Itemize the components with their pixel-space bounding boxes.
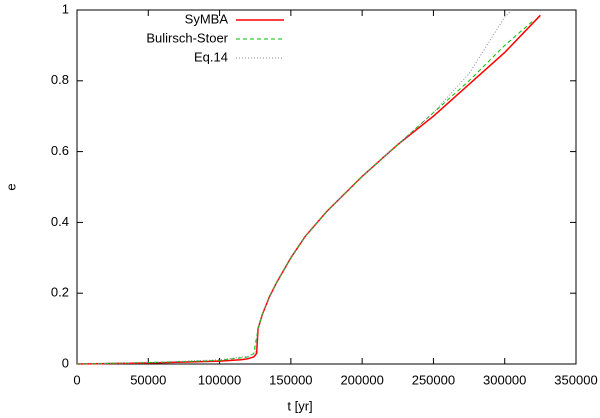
legend-label: Bulirsch-Stoer (146, 30, 228, 45)
legend-label: SyMBA (185, 11, 229, 26)
y-tick-label: 0.4 (51, 214, 69, 229)
y-tick-label: 1 (62, 1, 69, 16)
x-axis-label: t [yr] (287, 398, 312, 413)
x-tick-label: 100000 (198, 372, 241, 387)
x-tick-label: 250000 (412, 372, 455, 387)
x-tick-label: 50000 (130, 372, 166, 387)
x-tick-label: 350000 (554, 372, 597, 387)
x-tick-label: 200000 (340, 372, 383, 387)
x-tick-label: 150000 (269, 372, 312, 387)
y-axis-label: e (3, 183, 18, 190)
series-line (76, 20, 534, 365)
x-tick-label: 300000 (483, 372, 526, 387)
y-tick-label: 0.8 (51, 72, 69, 87)
legend-label: Eq.14 (194, 49, 228, 64)
plot-frame (76, 9, 577, 365)
y-tick-label: 0.2 (51, 285, 69, 300)
x-tick-label: 0 (73, 372, 80, 387)
y-tick-label: 0.6 (51, 143, 69, 158)
y-tick-label: 0 (62, 355, 69, 370)
series-line (76, 14, 541, 365)
series-line (76, 9, 513, 365)
